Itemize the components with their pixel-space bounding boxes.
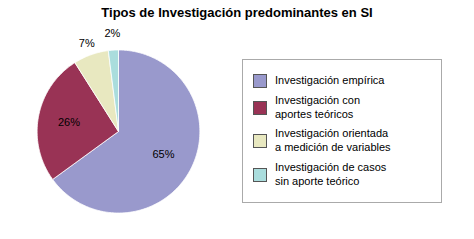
svg-text:7%: 7% xyxy=(79,37,95,49)
svg-text:26%: 26% xyxy=(58,116,80,128)
html-text:Investigación con aportes teór: Investigación con aportes teóricos xyxy=(275,93,360,120)
html-text:Tipos de Investigación predomi: Tipos de Investigación predominantes en … xyxy=(101,5,373,20)
svg-text:65%: 65% xyxy=(152,148,174,160)
html-text:Investigación empírica: Investigación empírica xyxy=(275,73,385,86)
html-text:Investigación de casos sin apo: Investigación de casos sin aporte teóric… xyxy=(275,160,387,187)
html-text:Investigación orientada a medi: Investigación orientada a medición de va… xyxy=(275,127,391,153)
svg-text:2%: 2% xyxy=(104,27,120,39)
